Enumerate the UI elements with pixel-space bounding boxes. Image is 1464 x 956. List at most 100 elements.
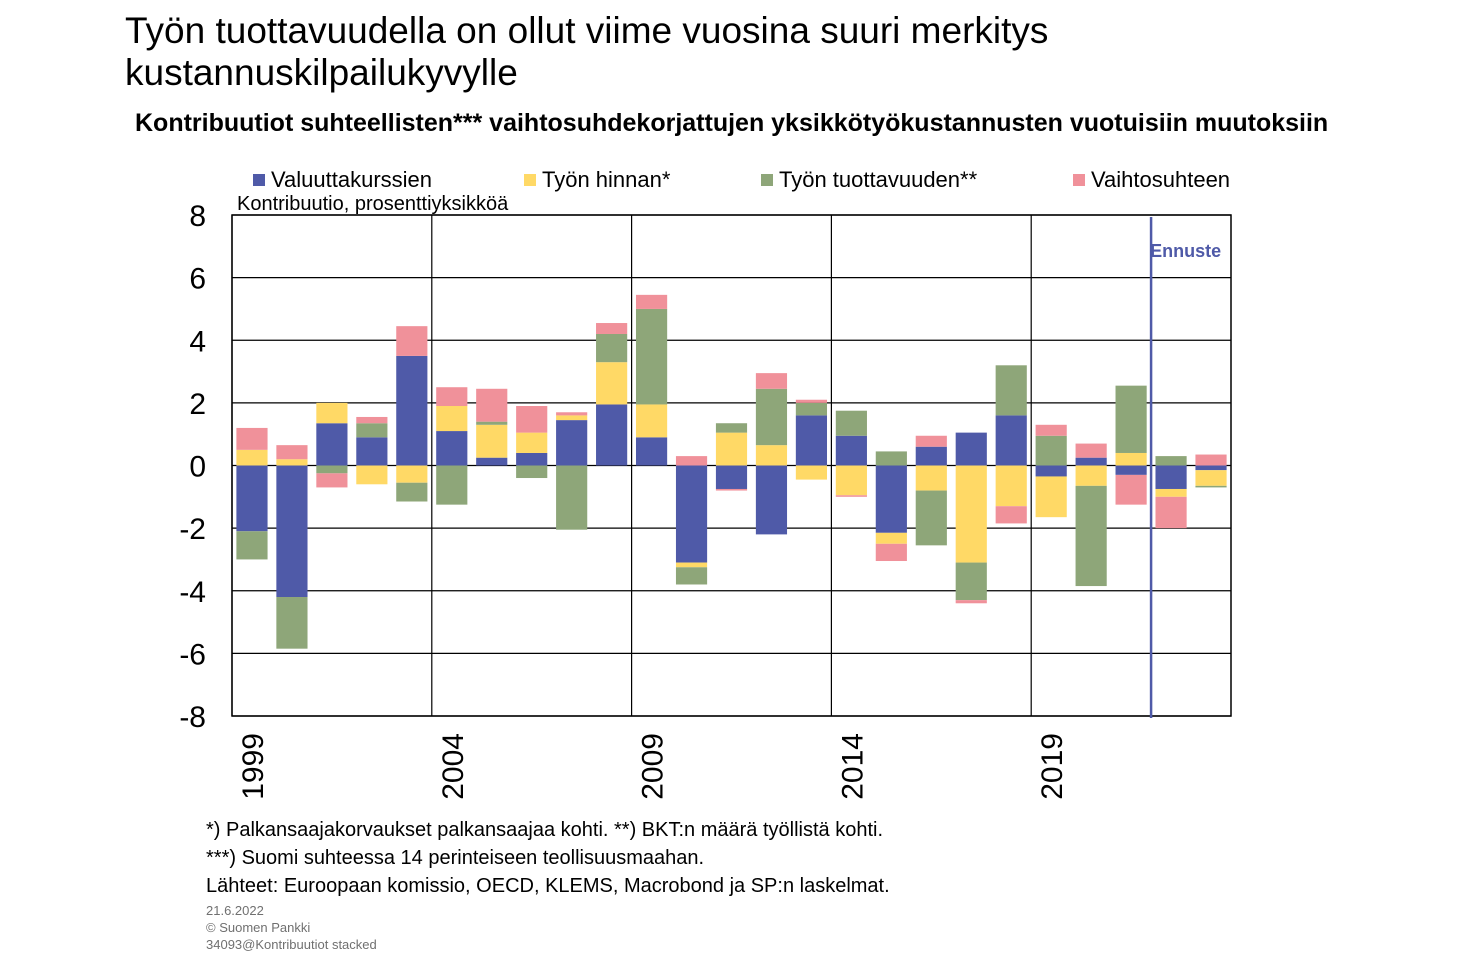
bar-segment-vaihtosuhteen	[875, 543, 907, 562]
bar-segment-valuuttakurssien	[875, 465, 907, 533]
bar-segment-valuuttakurssien	[715, 465, 748, 489]
meta-file: 34093@Kontribuutiot stacked	[206, 937, 377, 952]
legend-swatch	[253, 174, 265, 186]
legend-swatch	[761, 174, 773, 186]
bar-segment-työn-tuottavuuden	[276, 597, 308, 649]
y-tick-label: 2	[189, 388, 206, 421]
bar-segment-työn-hinnan	[1155, 488, 1187, 497]
bar-segment-työn-tuottavuuden	[356, 423, 388, 438]
meta-date: 21.6.2022	[206, 903, 264, 918]
bar-segment-valuuttakurssien	[635, 437, 668, 466]
bar-segment-vaihtosuhteen	[396, 326, 428, 356]
bar-segment-työn-tuottavuuden	[715, 423, 748, 433]
bar-segment-vaihtosuhteen	[356, 416, 388, 424]
bar-segment-työn-hinnan	[1075, 465, 1107, 486]
meta-copyright: © Suomen Pankki	[206, 920, 311, 935]
footnote-3: Lähteet: Euroopaan komissio, OECD, KLEMS…	[206, 875, 890, 897]
x-tick-label: 2019	[1036, 733, 1069, 800]
bar-segment-työn-tuottavuuden	[516, 465, 548, 479]
bar-segment-työn-hinnan	[875, 532, 907, 544]
bar-segment-työn-hinnan	[635, 404, 668, 438]
bar-segment-työn-hinnan	[596, 362, 628, 405]
bar-segment-valuuttakurssien	[795, 415, 828, 466]
bar-segment-työn-tuottavuuden	[556, 465, 588, 530]
bar-segment-työn-hinnan	[835, 465, 867, 496]
bar-segment-vaihtosuhteen	[236, 427, 268, 450]
bar-segment-valuuttakurssien	[835, 435, 867, 466]
bar-segment-valuuttakurssien	[755, 465, 788, 535]
bar-segment-valuuttakurssien	[556, 420, 588, 466]
bar-segment-vaihtosuhteen	[1075, 443, 1107, 458]
x-tick-label: 2009	[637, 733, 670, 800]
bar-segment-työn-hinnan	[915, 465, 947, 491]
x-tick-label: 1999	[237, 733, 270, 800]
bar-segment-valuuttakurssien	[1035, 465, 1067, 477]
bar-segment-työn-hinnan	[1195, 470, 1227, 486]
bar-segment-työn-tuottavuuden	[476, 421, 508, 425]
bar-segment-työn-tuottavuuden	[1075, 485, 1107, 587]
bar-segment-työn-tuottavuuden	[915, 490, 947, 546]
chart-subtitle: Kontribuutiot suhteellisten*** vaihtosuh…	[135, 109, 1329, 137]
bar-segment-työn-hinnan	[476, 424, 508, 458]
legend: Valuuttakurssien Työn hinnan* Työn tuott…	[0, 167, 1464, 195]
y-tick-label: -4	[179, 576, 206, 609]
bar-segment-vaihtosuhteen	[316, 473, 348, 488]
y-tick-label: 8	[189, 200, 206, 233]
bar-segment-työn-tuottavuuden	[236, 531, 268, 560]
bar-segment-työn-tuottavuuden	[1115, 385, 1147, 453]
bar-segment-valuuttakurssien	[516, 452, 548, 466]
bar-segment-vaihtosuhteen	[436, 387, 468, 407]
bar-segment-työn-hinnan	[1115, 452, 1147, 466]
legend-item-tyon-tuottavuuden: Työn tuottavuuden**	[761, 167, 977, 193]
bar-segment-valuuttakurssien	[396, 355, 428, 466]
bar-segment-vaihtosuhteen	[1155, 496, 1187, 529]
bar-segment-valuuttakurssien	[1195, 465, 1227, 471]
bar-segment-työn-hinnan	[715, 432, 748, 466]
bar-segment-vaihtosuhteen	[835, 495, 867, 497]
plot-frame	[231, 214, 1232, 717]
footnote-2: ***) Suomi suhteessa 14 perinteiseen teo…	[206, 847, 705, 869]
footnote-1: *) Palkansaajakorvaukset palkansaajaa ko…	[206, 819, 884, 841]
bar-segment-työn-hinnan	[316, 402, 348, 424]
bar-segment-vaihtosuhteen	[635, 294, 668, 309]
bar-segment-työn-hinnan	[795, 465, 828, 480]
y-tick-label: -2	[179, 513, 206, 546]
bar-segment-vaihtosuhteen	[1035, 424, 1067, 436]
legend-label: Valuuttakurssien	[271, 167, 433, 192]
bar-segment-työn-tuottavuuden	[795, 402, 828, 416]
bar-segment-valuuttakurssien	[356, 437, 388, 466]
bar-segment-työn-hinnan	[755, 445, 788, 466]
y-tick-label: -8	[179, 701, 206, 734]
bar-segment-työn-hinnan	[675, 562, 708, 568]
bar-segment-työn-tuottavuuden	[1155, 456, 1187, 466]
bar-segment-valuuttakurssien	[1075, 457, 1107, 466]
bar-segment-valuuttakurssien	[1115, 465, 1147, 475]
bar-segment-valuuttakurssien	[1155, 465, 1187, 489]
legend-label: Vaihtosuhteen	[1091, 167, 1231, 192]
bar-segment-työn-hinnan	[556, 415, 588, 421]
bar-segment-työn-hinnan	[1035, 476, 1067, 518]
bar-segment-työn-hinnan	[276, 459, 308, 466]
bar-segment-valuuttakurssien	[476, 457, 508, 466]
bar-segment-työn-tuottavuuden	[396, 482, 428, 502]
bar-segment-vaihtosuhteen	[795, 399, 828, 403]
legend-item-tyon-hinnan: Työn hinnan*	[524, 167, 670, 193]
bar-segment-vaihtosuhteen	[955, 600, 987, 604]
legend-label: Työn tuottavuuden**	[779, 167, 978, 192]
bar-segment-työn-tuottavuuden	[635, 308, 668, 405]
legend-swatch	[1073, 174, 1085, 186]
y-tick-label: 0	[189, 451, 206, 484]
bar-segment-valuuttakurssien	[955, 432, 987, 466]
bar-segment-vaihtosuhteen	[715, 488, 748, 491]
bar-segment-työn-hinnan	[396, 465, 428, 483]
bar-segment-vaihtosuhteen	[516, 406, 548, 433]
legend-label: Työn hinnan*	[542, 167, 671, 192]
bar-segment-työn-tuottavuuden	[755, 388, 788, 446]
bar-segment-työn-hinnan	[236, 449, 268, 466]
bar-segment-työn-hinnan	[955, 465, 987, 563]
bar-segment-vaihtosuhteen	[675, 456, 708, 466]
bar-segment-työn-tuottavuuden	[1035, 435, 1067, 466]
bar-segment-työn-tuottavuuden	[436, 465, 468, 505]
x-tick-label: 2014	[836, 733, 869, 800]
bar-segment-vaihtosuhteen	[755, 373, 788, 389]
